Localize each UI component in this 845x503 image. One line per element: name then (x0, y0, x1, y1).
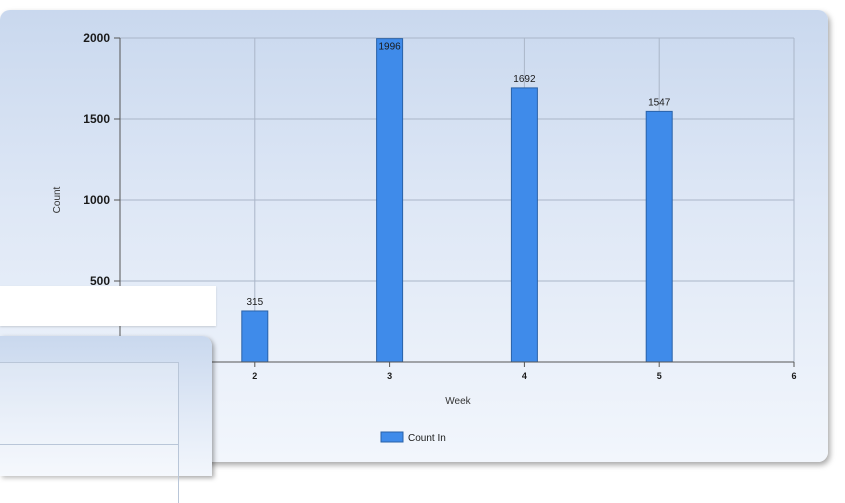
bar-week-2 (241, 310, 269, 363)
bar-week-3 (376, 38, 404, 363)
y-tick-label: 2000 (83, 31, 110, 45)
x-tick-label: 3 (387, 371, 392, 381)
gridlines (120, 37, 795, 362)
x-tick-label: 5 (657, 371, 662, 381)
x-tick-label: 2 (252, 371, 257, 381)
background-window-divider (0, 444, 178, 445)
data-label-week-3: 1996 (378, 42, 401, 53)
background-window-grid (0, 362, 179, 503)
legend-label-count-in: Count In (408, 433, 446, 444)
x-tick-label: 6 (791, 371, 796, 381)
data-label-week-2: 315 (246, 297, 263, 308)
y-axis-title: Count (52, 186, 63, 213)
axes: 500100015002000123456 (83, 31, 796, 381)
data-label-week-4: 1692 (513, 74, 536, 85)
y-tick-label: 500 (90, 274, 110, 288)
background-window-strip (0, 286, 216, 326)
y-tick-label: 1500 (83, 112, 110, 126)
data-labels: 315 1996 1692 1547 (246, 42, 670, 308)
data-label-week-5: 1547 (648, 97, 671, 108)
x-axis-title: Week (445, 396, 471, 407)
background-window-panel (0, 336, 212, 503)
legend-swatch (380, 431, 404, 443)
bar-week-4 (510, 87, 538, 363)
y-tick-label: 1000 (83, 193, 110, 207)
legend: Count In (380, 431, 446, 444)
bar-week-5 (645, 110, 673, 363)
bars (241, 38, 673, 363)
x-tick-label: 4 (522, 371, 527, 381)
